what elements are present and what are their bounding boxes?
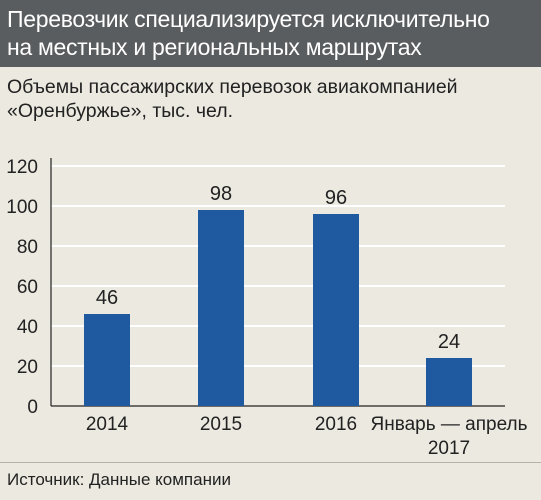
y-tick-label: 100 — [6, 197, 38, 218]
x-category-label: 2016 — [315, 414, 357, 435]
title-line-2: на местных и региональных маршрутах — [7, 34, 422, 60]
bar-chart: 0 20 40 60 80 100 120 46 2014 98 2015 96 2016 24 Январ… — [6, 157, 527, 459]
title-line-1: Перевозчик специализируется исключительн… — [7, 6, 490, 32]
data-label: 96 — [325, 187, 347, 209]
bar — [84, 314, 130, 406]
y-tick-label: 40 — [17, 317, 38, 338]
header-banner: Перевозчик специализируется исключительн… — [0, 0, 541, 67]
data-label: 24 — [438, 331, 460, 353]
y-tick-label: 0 — [27, 397, 38, 418]
x-category-label: 2017 — [428, 438, 470, 459]
x-category-label: 2014 — [86, 414, 129, 435]
bar — [313, 214, 359, 406]
data-label: 98 — [210, 183, 232, 205]
y-tick-label: 120 — [6, 157, 38, 178]
footer-divider — [0, 462, 541, 463]
chart-subtitle-line-1: Объемы пассажирских перевозок авиакомпан… — [7, 76, 458, 98]
y-tick-label: 80 — [17, 237, 38, 258]
chart-subtitle-line-2: «Оренбуржье», тыс. чел. — [7, 100, 234, 122]
bar — [198, 210, 244, 406]
source-note: Источник: Данные компании — [7, 470, 231, 489]
y-tick-label: 60 — [17, 277, 38, 298]
data-label: 46 — [96, 287, 118, 309]
bar — [426, 358, 472, 406]
x-category-label: 2015 — [200, 414, 242, 435]
y-tick-label: 20 — [17, 357, 38, 378]
x-category-label: Январь — апрель — [370, 414, 527, 435]
